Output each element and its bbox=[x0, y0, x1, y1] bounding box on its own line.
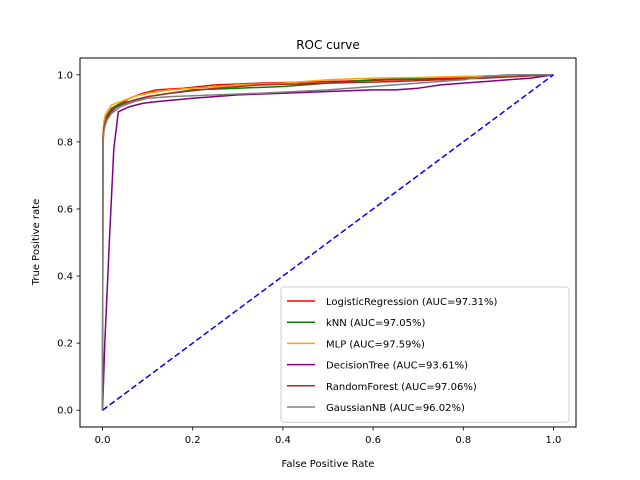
y-tick-label: 0.0 bbox=[57, 406, 73, 417]
y-tick-label: 0.2 bbox=[57, 339, 73, 350]
x-tick-label: 0.0 bbox=[95, 435, 111, 446]
y-axis-label: True Positive rate bbox=[31, 199, 42, 286]
x-tick-label: 0.2 bbox=[185, 435, 201, 446]
series-line-2 bbox=[101, 74, 554, 411]
series-line-5 bbox=[101, 74, 554, 411]
y-tick-label: 0.8 bbox=[57, 137, 73, 148]
legend-label-3: DecisionTree (AUC=93.61%) bbox=[326, 361, 468, 372]
legend-label-1: kNN (AUC=97.05%) bbox=[326, 318, 425, 329]
x-axis-label: False Positive Rate bbox=[282, 459, 375, 470]
legend-box bbox=[280, 286, 570, 423]
legend-label-2: MLP (AUC=97.59%) bbox=[326, 339, 425, 350]
ticks-layer: 0.0 0.2 0.4 0.6 0.8 1.0 0.0 0.2 0.4 0.6 0.8 1.0 bbox=[57, 70, 561, 446]
chart-title: ROC curve bbox=[296, 38, 360, 52]
reference-diagonal-line bbox=[102, 74, 554, 411]
x-tick-label: 1.0 bbox=[546, 435, 562, 446]
y-tick-label: 1.0 bbox=[57, 70, 73, 81]
series-line-4 bbox=[101, 74, 554, 411]
legend-label-4: RandomForest (AUC=97.06%) bbox=[326, 382, 477, 393]
plot-frame bbox=[79, 57, 577, 428]
legend-label-0: LogisticRegression (AUC=97.31%) bbox=[326, 297, 497, 308]
y-tick-label: 0.6 bbox=[57, 204, 73, 215]
x-tick-label: 0.4 bbox=[275, 435, 291, 446]
series-line-3 bbox=[101, 74, 554, 411]
x-tick-label: 0.6 bbox=[365, 435, 381, 446]
x-tick-label: 0.8 bbox=[455, 435, 471, 446]
series-layer bbox=[101, 74, 554, 411]
legend-label-5: GaussianNB (AUC=96.02%) bbox=[326, 403, 465, 414]
y-tick-label: 0.4 bbox=[57, 272, 73, 283]
legend: LogisticRegression (AUC=97.31%) kNN (AUC=… bbox=[280, 286, 570, 423]
